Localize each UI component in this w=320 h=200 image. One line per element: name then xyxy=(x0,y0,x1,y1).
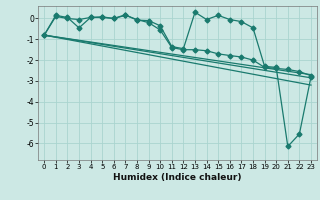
X-axis label: Humidex (Indice chaleur): Humidex (Indice chaleur) xyxy=(113,173,242,182)
